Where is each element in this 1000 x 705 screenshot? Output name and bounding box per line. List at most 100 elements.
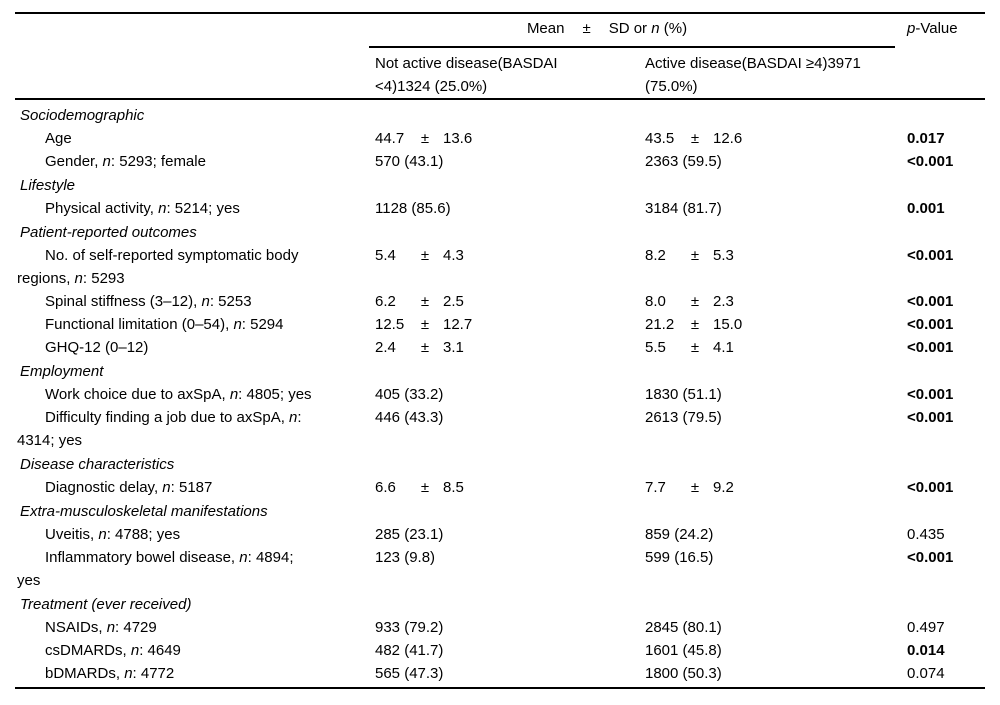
cell-p-value: 0.074 — [907, 665, 945, 682]
section-label: Sociodemographic — [20, 107, 145, 124]
row-label-line: regions, n: 5293 — [17, 270, 125, 287]
row-label: csDMARDs, n: 4649 — [15, 639, 375, 662]
subheader-label-spacer — [15, 52, 375, 98]
section-label: Patient-reported outcomes — [20, 224, 197, 241]
cell-not-active-disease: 2.4 ±3.1 — [375, 339, 464, 356]
cell-not-active-disease: 6.6 ±8.5 — [375, 479, 464, 496]
cell-active-disease: 43.5 ±12.6 — [645, 130, 743, 147]
cell-not-active-disease: 933 (79.2) — [375, 619, 444, 636]
cell-not-active-disease: 285 (23.1) — [375, 526, 444, 543]
section-row: Disease characteristics — [15, 453, 985, 476]
cell-active-disease: 3184 (81.7) — [645, 200, 722, 217]
cell-active-disease: 2613 (79.5) — [645, 409, 722, 426]
cell-p-value: <0.001 — [907, 409, 954, 426]
row-label-line: csDMARDs, n: 4649 — [45, 642, 181, 659]
row-label-line: Inflammatory bowel disease, n: 4894; — [45, 549, 294, 566]
cell-not-active-disease: 44.7 ±13.6 — [375, 130, 473, 147]
plus-minus-symbol: ± — [582, 20, 591, 37]
cell-active-disease: 1800 (50.3) — [645, 665, 722, 682]
row-label-line: Uveitis, n: 4788; yes — [45, 526, 181, 543]
row-label: No. of self-reported symptomatic body reg… — [15, 244, 375, 290]
row-label-line: NSAIDs, n: 4729 — [45, 619, 157, 636]
header-bottom-rule — [15, 97, 985, 100]
cell-p-value: <0.001 — [907, 293, 954, 310]
column-header-not-active-disease: Not active disease(BASDAI <4)1324 (25.0%… — [375, 52, 645, 98]
cell-p-value: <0.001 — [907, 247, 954, 264]
cell-not-active-disease: 123 (9.8) — [375, 549, 436, 566]
section-label: Lifestyle — [20, 177, 76, 194]
span-header-mean-sd: Mean ± SD or n (%) — [375, 20, 903, 37]
row-label: Uveitis, n: 4788; yes — [15, 523, 375, 546]
table-row: Difficulty finding a job due to axSpA, n… — [15, 406, 985, 452]
section-row: Employment — [15, 360, 985, 383]
table-body: Sociodemographic Age 44.7 ±13.6 43.5 ±12.6 0.0… — [15, 100, 985, 685]
column-header-line: Not active disease(BASDAI — [375, 54, 558, 72]
cell-p-value: 0.435 — [907, 526, 945, 543]
span-header-sd-label: SD or n (%) — [608, 20, 688, 37]
cell-p-value: <0.001 — [907, 479, 954, 496]
top-rule — [15, 12, 985, 14]
section-label: Treatment (ever received) — [20, 596, 192, 613]
row-label-line: Difficulty finding a job due to axSpA, n… — [45, 409, 302, 426]
row-label: Inflammatory bowel disease, n: 4894; yes — [15, 546, 375, 592]
table-row: Diagnostic delay, n: 5187 6.6 ±8.5 7.7 ±9.2 <… — [15, 476, 985, 499]
section-row: Patient-reported outcomes — [15, 221, 985, 244]
cell-not-active-disease: 12.5 ±12.7 — [375, 316, 473, 333]
table-row: Physical activity, n: 5214; yes 1128 (85.… — [15, 197, 985, 220]
section-label: Disease characteristics — [20, 456, 175, 473]
cell-active-disease: 2845 (80.1) — [645, 619, 722, 636]
cell-active-disease: 599 (16.5) — [645, 549, 714, 566]
table-row: GHQ-12 (0–12) 2.4 ±3.1 5.5 ±4.1 <0.001 — [15, 336, 985, 359]
p-value-column-header: p-Value — [907, 20, 958, 37]
cell-p-value: <0.001 — [907, 386, 954, 403]
section-label: Extra-musculoskeletal manifestations — [20, 503, 268, 520]
row-label-line: 4314; yes — [17, 432, 83, 449]
cell-active-disease: 8.0 ±2.3 — [645, 293, 734, 310]
row-label: bDMARDs, n: 4772 — [15, 662, 375, 685]
table-row: NSAIDs, n: 4729 933 (79.2) 2845 (80.1) 0.49… — [15, 616, 985, 639]
cell-active-disease: 7.7 ±9.2 — [645, 479, 734, 496]
section-row: Extra-musculoskeletal manifestations — [15, 500, 985, 523]
row-label: Age — [15, 127, 375, 150]
cell-active-disease: 5.5 ±4.1 — [645, 339, 734, 356]
row-label-line: Diagnostic delay, n: 5187 — [45, 479, 213, 496]
cell-active-disease: 21.2 ±15.0 — [645, 316, 743, 333]
cell-p-value: <0.001 — [907, 549, 954, 566]
section-row: Sociodemographic — [15, 104, 985, 127]
column-header-active-disease: Active disease(BASDAI ≥4)3971 (75.0%) — [645, 52, 903, 98]
row-label: Diagnostic delay, n: 5187 — [15, 476, 375, 499]
row-label-line: Work choice due to axSpA, n: 4805; yes — [45, 386, 312, 403]
row-label-line: No. of self-reported symptomatic body — [45, 247, 299, 264]
span-header-rule — [369, 45, 895, 48]
table-header-title-row: Mean ± SD or n (%) p-Value — [15, 18, 985, 40]
cell-p-value: <0.001 — [907, 153, 954, 170]
cell-not-active-disease: 446 (43.3) — [375, 409, 444, 426]
row-label: NSAIDs, n: 4729 — [15, 616, 375, 639]
table-row: Spinal stiffness (3–12), n: 5253 6.2 ±2.5 8… — [15, 290, 985, 313]
section-row: Lifestyle — [15, 174, 985, 197]
cell-p-value: 0.017 — [907, 130, 945, 147]
cell-not-active-disease: 482 (41.7) — [375, 642, 444, 659]
table-row: Uveitis, n: 4788; yes 285 (23.1) 859 (24.2… — [15, 523, 985, 546]
row-label-line: Gender, n: 5293; female — [45, 153, 206, 170]
cell-not-active-disease: 405 (33.2) — [375, 386, 444, 403]
section-label: Employment — [20, 363, 104, 380]
section-row: Treatment (ever received) — [15, 593, 985, 616]
row-label: Difficulty finding a job due to axSpA, n… — [15, 406, 375, 452]
row-label: Physical activity, n: 5214; yes — [15, 197, 375, 220]
cell-not-active-disease: 6.2 ±2.5 — [375, 293, 464, 310]
cell-p-value: <0.001 — [907, 339, 954, 356]
row-label-line: GHQ-12 (0–12) — [45, 339, 149, 356]
span-header-rule-row — [15, 40, 985, 48]
column-header-line: (75.0%) — [645, 77, 698, 95]
cell-p-value: 0.014 — [907, 642, 945, 659]
cell-active-disease: 2363 (59.5) — [645, 153, 722, 170]
subheader-p-spacer — [903, 52, 985, 98]
span-header-mean-label: Mean — [526, 20, 565, 37]
cell-active-disease: 859 (24.2) — [645, 526, 714, 543]
cell-p-value: <0.001 — [907, 316, 954, 333]
cell-not-active-disease: 565 (47.3) — [375, 665, 444, 682]
cell-not-active-disease: 1128 (85.6) — [375, 200, 451, 217]
row-label-line: bDMARDs, n: 4772 — [45, 665, 175, 682]
